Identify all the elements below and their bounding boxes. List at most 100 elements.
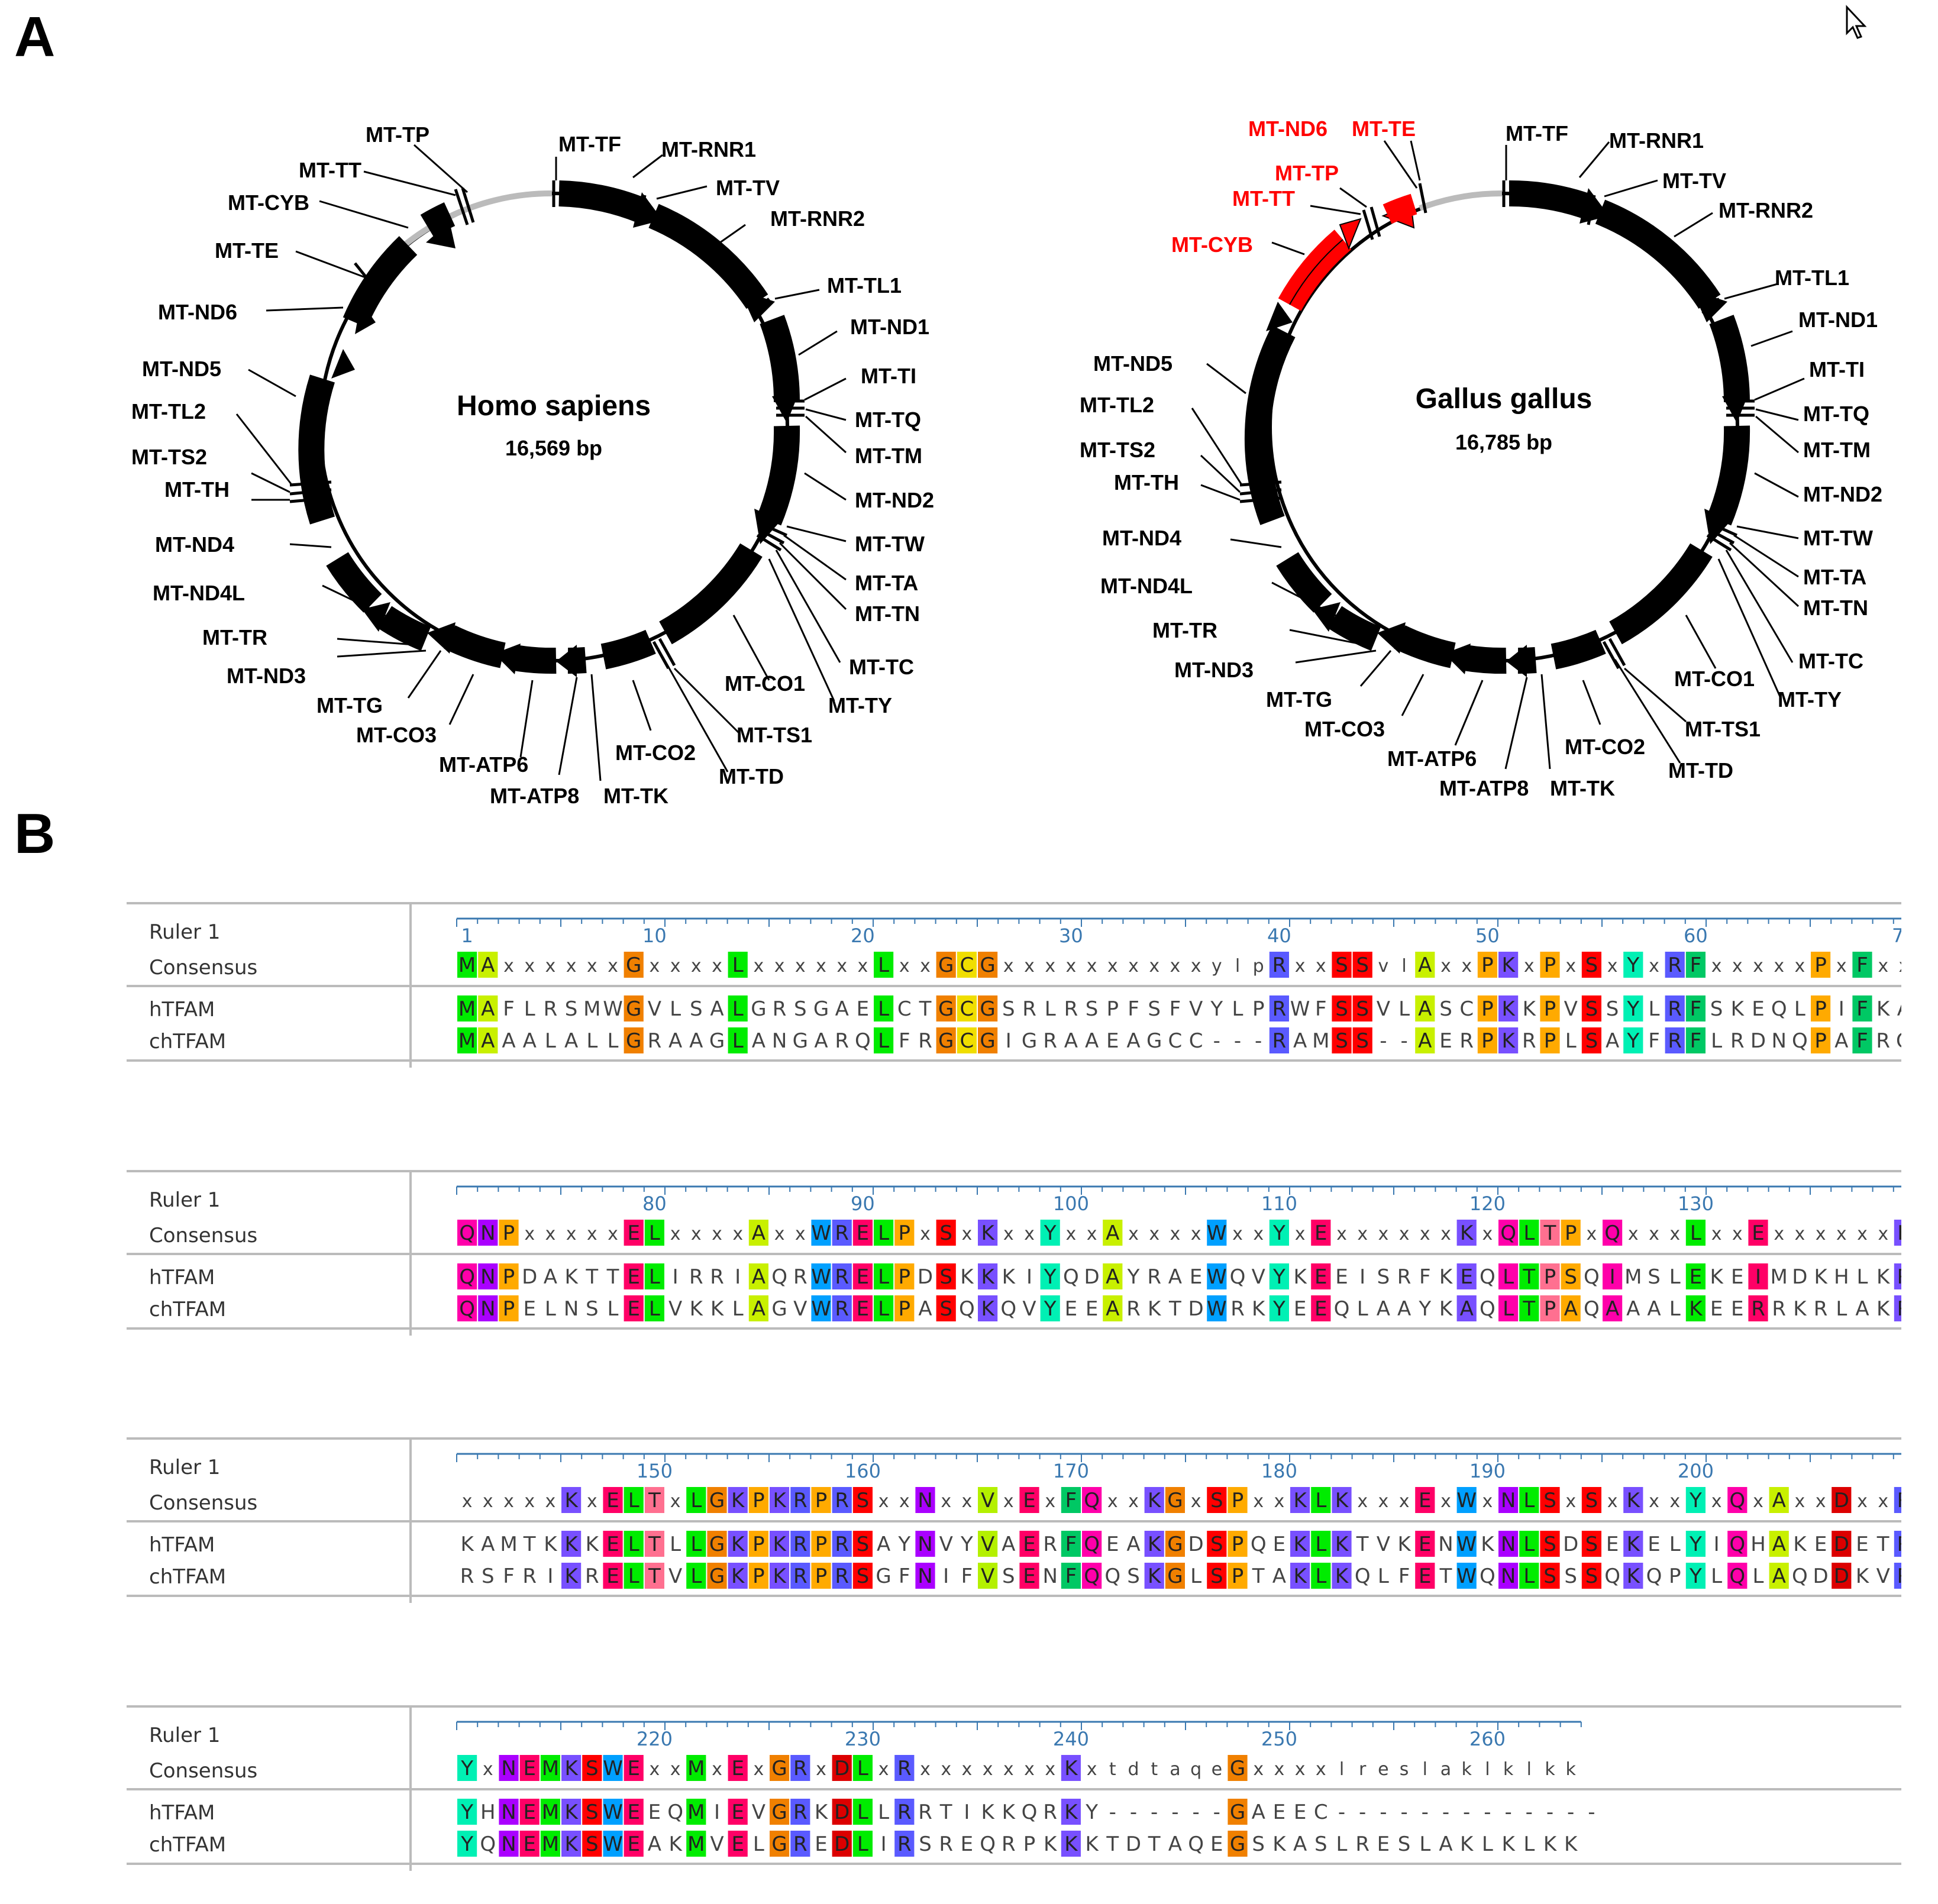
residue: M (687, 1757, 705, 1780)
residue-highlight (1623, 952, 1643, 978)
residue: x (1774, 1224, 1784, 1244)
residue-highlight (1811, 995, 1831, 1021)
residue-highlight (540, 1799, 560, 1825)
residue: T (1106, 1832, 1119, 1856)
residue: R (835, 1221, 849, 1245)
row-label-consensus: Consensus (149, 956, 257, 980)
residue: e (1212, 1759, 1222, 1780)
residue-highlight (457, 1263, 477, 1289)
residue: E (731, 1800, 744, 1824)
residue: E (606, 1489, 619, 1512)
residue: x (1461, 956, 1472, 977)
chicken-genome-size: 16,785 bp (1455, 430, 1552, 454)
residue: Y (1127, 1265, 1140, 1289)
residue-highlight (1894, 1563, 1901, 1589)
residue: P (815, 1564, 828, 1588)
gene-label: MT-CO3 (1304, 717, 1385, 741)
residue: R (544, 997, 558, 1021)
residue: K (773, 1564, 787, 1588)
residue: K (1710, 1265, 1724, 1289)
residue-highlight (624, 1531, 644, 1557)
residue-highlight (1519, 1220, 1539, 1246)
residue: S (1543, 1564, 1556, 1588)
residue: W (1456, 1489, 1477, 1512)
residue: K (1627, 1564, 1641, 1588)
residue: - (1588, 1800, 1595, 1824)
row-label-seq2: chTFAM (149, 1565, 226, 1589)
residue: R (1668, 997, 1682, 1021)
residue-highlight (832, 1755, 852, 1781)
residue: x (670, 1224, 681, 1244)
residue: E (627, 1757, 639, 1780)
residue: K (1293, 1489, 1307, 1512)
residue: G (751, 997, 766, 1021)
residue: S (1564, 1265, 1577, 1289)
residue: P (1232, 1489, 1244, 1512)
residue: x (1066, 1224, 1077, 1244)
residue: C (1314, 1800, 1328, 1824)
residue: R (793, 1533, 808, 1556)
residue: x (1795, 1224, 1805, 1244)
residue: x (1795, 956, 1805, 977)
residue-highlight (894, 1263, 915, 1289)
residue-highlight (1228, 1563, 1248, 1589)
residue: A (835, 997, 849, 1021)
ruler-number: 170 (1053, 1460, 1089, 1482)
residue: L (878, 997, 889, 1021)
residue: E (606, 1564, 619, 1588)
residue: - (1504, 1800, 1511, 1824)
residue: P (1023, 1832, 1036, 1856)
residue: L (1523, 1221, 1535, 1245)
residue: K (1627, 1489, 1641, 1512)
gene-label: MT-TY (828, 693, 892, 717)
residue: A (648, 1832, 661, 1856)
residue: x (1607, 1491, 1618, 1512)
residue: L (1690, 1221, 1701, 1245)
residue-highlight (686, 1563, 706, 1589)
residue: x (1149, 956, 1159, 977)
residue-highlight (852, 1831, 873, 1857)
residue: R (1002, 1832, 1016, 1856)
residue: x (524, 1491, 535, 1512)
ruler-number: 240 (1053, 1728, 1089, 1750)
residue-highlight (978, 1531, 998, 1557)
residue: F (1128, 997, 1139, 1021)
residue: R (1043, 1533, 1057, 1556)
ruler-number: 100 (1053, 1192, 1089, 1215)
residue: - (1463, 1800, 1470, 1824)
residue: W (603, 997, 623, 1021)
residue: L (878, 1800, 889, 1824)
residue: D (1813, 1564, 1829, 1588)
residue: K (1689, 1297, 1703, 1321)
residue: R (1022, 997, 1036, 1021)
residue: D (834, 1800, 850, 1824)
residue: S (1002, 997, 1015, 1021)
residue-highlight (624, 1027, 644, 1053)
residue: K (1002, 1265, 1016, 1289)
residue-highlight (644, 1295, 664, 1321)
residue: S (1585, 1029, 1598, 1053)
residue: L (608, 1029, 619, 1053)
residue: x (1274, 1759, 1285, 1780)
residue-highlight (874, 1220, 894, 1246)
residue: G (771, 1297, 787, 1321)
residue: E (1460, 1265, 1472, 1289)
residue-highlight (728, 1487, 748, 1513)
residue: x (920, 1759, 931, 1780)
residue: R (1751, 1297, 1765, 1321)
residue: S (857, 1564, 870, 1588)
residue: Q (1063, 1265, 1079, 1289)
residue-highlight (603, 1755, 623, 1781)
gene-label: MT-TC (1798, 649, 1863, 673)
residue: Q (1792, 1029, 1808, 1053)
ruler-number: 160 (845, 1460, 881, 1482)
residue-highlight (1748, 1295, 1768, 1321)
residue: x (587, 956, 597, 977)
residue: - (1213, 1800, 1220, 1824)
residue: x (878, 1759, 889, 1780)
residue: Q (459, 1297, 475, 1321)
residue: - (1567, 1800, 1574, 1824)
residue: A (1647, 1297, 1661, 1321)
residue-highlight (1415, 1563, 1435, 1589)
residue: R (1897, 1564, 1901, 1588)
